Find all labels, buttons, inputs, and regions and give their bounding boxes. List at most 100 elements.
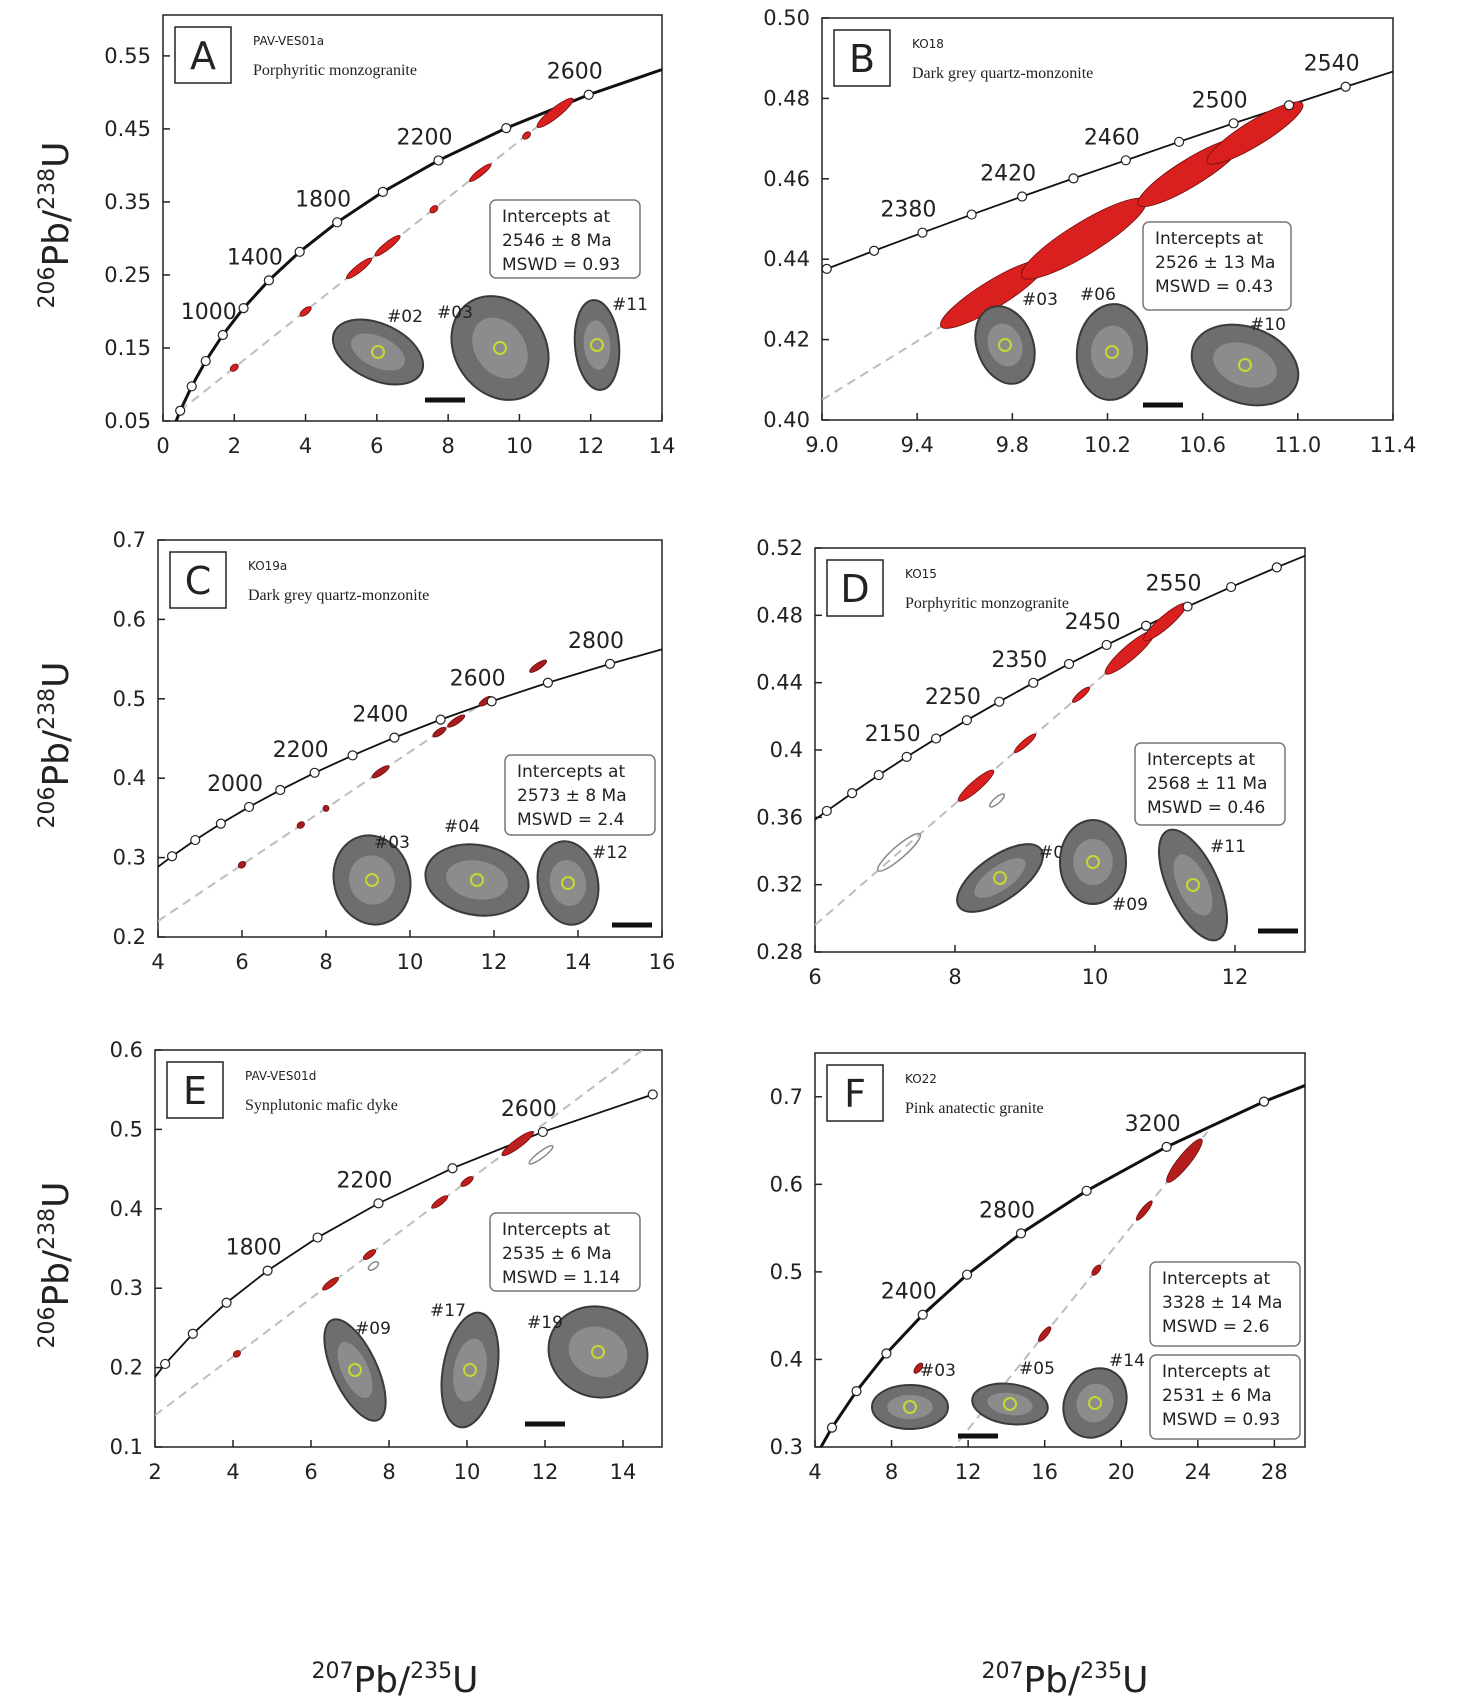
concordia-marker	[161, 1359, 170, 1368]
y-axis-title-part: U	[36, 141, 77, 167]
concordia-marker	[822, 806, 831, 815]
zircon-label: #03	[920, 1361, 956, 1381]
concordia-marker	[848, 789, 857, 798]
age-label: 2150	[865, 722, 921, 747]
concordia-marker	[874, 771, 883, 780]
zircon-label: #02	[387, 307, 423, 327]
panel-letter: A	[190, 34, 216, 78]
concordia-marker	[1229, 119, 1238, 128]
age-label: 2550	[1146, 572, 1202, 597]
age-label: 3200	[1125, 1112, 1181, 1137]
zircon-zone	[1073, 839, 1113, 885]
concordia-marker	[310, 768, 319, 777]
age-label: 2400	[352, 703, 408, 728]
panel: 468101214160.20.30.40.50.60.720002200240…	[113, 528, 679, 974]
intercept-text: MSWD = 0.93	[1162, 1410, 1280, 1430]
age-label: 1000	[181, 300, 237, 325]
zircon-label: #09	[355, 1319, 391, 1339]
error-ellipse	[459, 1175, 474, 1189]
y-axis-title: 206Pb/238U	[35, 1181, 77, 1348]
sample-name: PAV-VES01a	[253, 34, 324, 48]
y-tick-label: 0.5	[770, 1260, 803, 1284]
intercept-text: MSWD = 1.14	[502, 1268, 620, 1288]
y-tick-label: 0.52	[756, 536, 803, 560]
age-label: 2200	[336, 1168, 392, 1193]
x-tick-label: 6	[235, 950, 248, 974]
x-tick-label: 9.8	[996, 433, 1029, 457]
concordia-marker	[962, 716, 971, 725]
concordia-marker	[995, 697, 1004, 706]
figure: 206Pb/238U 206Pb/238U 206Pb/238U 207Pb/2…	[0, 0, 1458, 1705]
x-tick-label: 20	[1108, 1460, 1135, 1484]
concordia-marker	[822, 264, 831, 273]
concordia-marker	[216, 819, 225, 828]
concordia-marker	[648, 1090, 657, 1099]
error-ellipse	[1012, 732, 1037, 755]
x-tick-label: 8	[319, 950, 332, 974]
y-tick-label: 0.4	[113, 766, 146, 790]
concordia-marker	[374, 1199, 383, 1208]
age-label: 2200	[396, 125, 452, 150]
concordia-marker	[390, 733, 399, 742]
concordia-marker	[1227, 583, 1236, 592]
zircon-label: #14	[1109, 1351, 1145, 1371]
zircon-label: #12	[592, 843, 628, 863]
x-tick-label: 2	[228, 434, 241, 458]
age-label: 2500	[1192, 88, 1248, 113]
x-tick-label: 10	[454, 1460, 481, 1484]
y-tick-label: 0.05	[104, 409, 151, 433]
zircon-label: #05	[1019, 1359, 1055, 1379]
x-axis-title: 207Pb/235U	[981, 1659, 1148, 1701]
intercept-text: 2526 ± 13 Ma	[1155, 253, 1275, 273]
zircon-label: #09	[1112, 895, 1148, 915]
y-tick-label: 0.36	[756, 805, 803, 829]
concordia-marker	[584, 90, 593, 99]
concordia-marker	[1065, 659, 1074, 668]
concordia-marker	[1142, 621, 1151, 630]
concordia-marker	[918, 1310, 927, 1319]
age-label: 2450	[1065, 610, 1121, 635]
y-tick-label: 0.6	[113, 607, 146, 631]
error-ellipse	[362, 1248, 377, 1262]
y-axis-title-part: Pb/	[36, 729, 77, 787]
age-label: 1800	[295, 187, 351, 212]
intercept-text: Intercepts at	[517, 762, 625, 782]
concordia-marker	[1018, 192, 1027, 201]
y-axis-title: 206Pb/238U	[35, 661, 77, 828]
intercept-text: Intercepts at	[1147, 750, 1255, 770]
y-axis-title-part: Pb/	[36, 1249, 77, 1307]
error-ellipse	[468, 162, 493, 184]
intercept-text: Intercepts at	[502, 1220, 610, 1240]
intercept-text: 2573 ± 8 Ma	[517, 786, 627, 806]
age-label: 2600	[450, 666, 506, 691]
y-axis-title-part: 238	[35, 688, 60, 730]
y-tick-label: 0.48	[756, 603, 803, 627]
y-axis-title-part: 238	[35, 1208, 60, 1250]
sample-name: PAV-VES01d	[245, 1069, 316, 1083]
concordia-marker	[188, 1329, 197, 1338]
y-tick-label: 0.25	[104, 263, 151, 287]
concordia-marker	[902, 752, 911, 761]
concordia-marker	[1175, 137, 1184, 146]
x-tick-label: 11.0	[1274, 433, 1321, 457]
y-axis-title-part: 238	[35, 168, 60, 210]
x-axis-title-part: Pb/	[1023, 1660, 1081, 1701]
error-ellipse	[500, 1128, 536, 1158]
x-tick-label: 6	[370, 434, 383, 458]
concordia-marker	[263, 1266, 272, 1275]
x-tick-label: 9.0	[805, 433, 838, 457]
intercept-text: MSWD = 0.46	[1147, 798, 1265, 818]
error-ellipse	[321, 1276, 340, 1292]
y-tick-label: 0.3	[770, 1435, 803, 1459]
zircon-label: #10	[1250, 315, 1286, 335]
y-axis-title-part: 206	[35, 787, 60, 829]
y-tick-label: 0.28	[756, 940, 803, 964]
zircon-label: #04	[444, 817, 480, 837]
x-axis-title-part: U	[1122, 1660, 1148, 1701]
x-tick-label: 12	[481, 950, 508, 974]
x-tick-label: 8	[441, 434, 454, 458]
error-ellipse	[528, 658, 548, 674]
age-label: 2540	[1304, 52, 1360, 77]
